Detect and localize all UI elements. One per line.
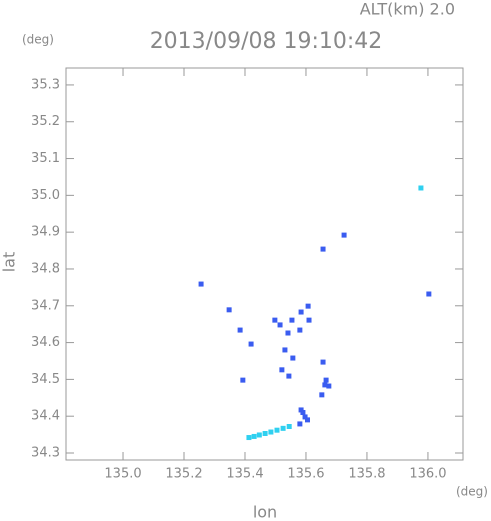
- echo-point: [286, 424, 292, 430]
- echo-point: [306, 317, 312, 323]
- echo-point: [289, 317, 295, 323]
- echo-point: [341, 232, 347, 238]
- y-tick-label: 34.5: [31, 372, 60, 387]
- y-tick-label: 34.6: [31, 335, 60, 350]
- echo-point: [240, 377, 246, 383]
- echo-point: [262, 430, 268, 436]
- echo-point: [280, 425, 286, 431]
- echo-point: [418, 185, 424, 191]
- echo-point: [323, 377, 329, 383]
- echo-point: [300, 410, 306, 416]
- x-tick-label: 135.6: [287, 467, 324, 482]
- echo-point: [322, 382, 328, 388]
- y-tick-label: 34.4: [31, 409, 60, 424]
- echo-point: [268, 429, 274, 435]
- echo-point: [274, 427, 280, 433]
- echo-point: [297, 327, 303, 333]
- echo-point: [286, 373, 292, 379]
- x-tick-label: 135.8: [348, 467, 385, 482]
- y-tick-label: 35.0: [31, 188, 60, 203]
- y-unit: (deg): [22, 33, 54, 47]
- echo-point: [302, 414, 308, 420]
- echo-point: [256, 432, 262, 438]
- echo-point: [279, 367, 285, 373]
- echo-point: [226, 307, 232, 313]
- y-tick-label: 35.1: [31, 151, 60, 166]
- y-tick-label: 34.8: [31, 261, 60, 276]
- echo-point: [282, 347, 288, 353]
- echo-point: [319, 392, 325, 398]
- y-axis-label: lat: [0, 252, 19, 273]
- echo-point: [320, 246, 326, 252]
- echo-point: [290, 355, 296, 361]
- x-tick-label: 135.2: [165, 467, 202, 482]
- altitude-label: ALT(km) 2.0: [360, 0, 455, 19]
- echo-point: [298, 309, 304, 315]
- echo-point: [272, 317, 278, 323]
- x-tick-label: 136.0: [409, 467, 446, 482]
- x-tick-label: 135.4: [226, 467, 263, 482]
- echo-point: [304, 417, 310, 423]
- echo-point: [248, 341, 254, 347]
- y-tick-label: 34.7: [31, 298, 60, 313]
- echo-point: [320, 359, 326, 365]
- echo-point: [246, 435, 252, 441]
- echo-point: [305, 303, 311, 309]
- y-tick-label: 35.2: [31, 114, 60, 129]
- chart-title: 2013/09/08 19:10:42: [150, 29, 383, 54]
- x-tick-label: 135.0: [104, 467, 141, 482]
- echo-point: [237, 327, 243, 333]
- echo-point: [326, 383, 332, 389]
- echo-point: [426, 291, 432, 297]
- x-axis-label: lon: [253, 503, 277, 521]
- echo-point: [251, 433, 257, 439]
- y-tick-label: 34.3: [31, 446, 60, 461]
- y-tick-label: 35.3: [31, 77, 60, 92]
- echo-point: [297, 421, 303, 427]
- echo-point: [298, 407, 304, 413]
- y-tick-label: 34.9: [31, 225, 60, 240]
- plot-frame: [65, 67, 464, 461]
- echo-point: [198, 281, 204, 287]
- echo-point: [277, 322, 283, 328]
- echo-point: [285, 330, 291, 336]
- x-unit: (deg): [456, 485, 488, 499]
